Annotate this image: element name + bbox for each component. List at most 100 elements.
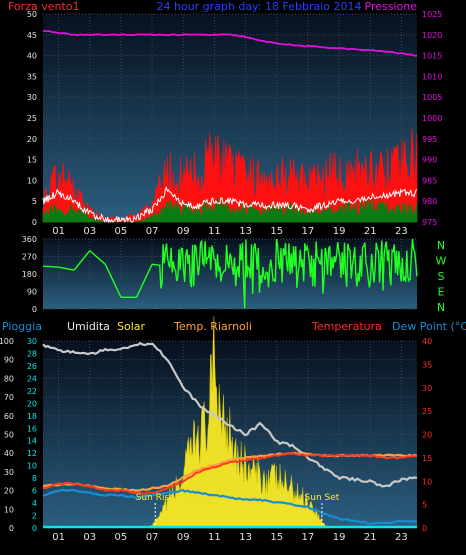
pressure-y-tick-label: 975 (422, 218, 437, 227)
pressure-y-tick-label: 1020 (422, 31, 442, 40)
sunrise-label: Sun Rise (136, 493, 175, 503)
temp-x-tick-label: 21 (364, 532, 377, 543)
humidity-y-tick-label: 80 (4, 374, 14, 383)
temp-y-tick-label: 15 (422, 454, 432, 463)
direction-axes: 0 90 180 270 360 (22, 235, 37, 314)
wind-x-tick-label: 11 (208, 226, 221, 237)
wind-x-tick-label: 13 (239, 226, 252, 237)
rain-y-tick-label: 24 (27, 374, 37, 383)
pressure-y-tick-label: 995 (422, 135, 437, 144)
wind-axes: 01 03 05 07 09 11 13 15 17 19 21 230510152025303540… (27, 10, 443, 237)
direction-y-tick-label: 270 (22, 253, 37, 262)
temp-x-tick-label: 05 (115, 532, 128, 543)
temp-y-tick-label: 5 (422, 501, 427, 510)
temp-y-tick-label: 20 (422, 431, 432, 440)
temp-x-tick-label: 15 (270, 532, 283, 543)
pressure-y-tick-label: 1005 (422, 93, 442, 102)
rain-y-tick-label: 30 (27, 337, 37, 346)
graph-title: 24 hour graph day: 18 Febbraio 2014 (156, 0, 361, 13)
temp-axes: 01 03 05 07 09 11 13 15 17 19 21 230102030405060708… (0, 337, 432, 543)
rain-y-tick-label: 20 (27, 399, 37, 408)
temp-x-tick-label: 17 (302, 532, 315, 543)
wind-marks (42, 30, 418, 224)
temp-y-tick-label: 25 (422, 407, 432, 416)
wind-y-tick-label: 5 (32, 197, 37, 206)
pressure-y-tick-label: 1010 (422, 72, 442, 81)
pressure-y-tick-label: 1015 (422, 52, 442, 61)
direction-y-tick-label: 180 (22, 270, 37, 279)
humidity-y-tick-label: 70 (4, 393, 14, 402)
dew-point-line (42, 488, 418, 525)
temp-y-tick-label: 10 (422, 477, 432, 486)
temp-x-tick-label: 19 (333, 532, 346, 543)
direction-y-tick-label: 90 (27, 288, 37, 297)
wind-y-tick-label: 15 (27, 156, 37, 165)
direction-y-tick-label: 360 (22, 235, 37, 244)
compass-label: E (438, 286, 445, 299)
wind-x-tick-label: 01 (52, 226, 65, 237)
humidity-y-tick-label: 40 (4, 449, 14, 458)
compass-label: N (437, 301, 445, 314)
rain-y-tick-label: 18 (27, 412, 37, 421)
rain-y-tick-label: 26 (27, 362, 37, 371)
wind-y-tick-label: 45 (27, 31, 37, 40)
wind-direction-line (42, 238, 418, 309)
temp-x-tick-label: 23 (395, 532, 408, 543)
temperature-line (42, 451, 418, 495)
rain-y-tick-label: 16 (27, 424, 37, 433)
wind-y-tick-label: 35 (27, 72, 37, 81)
wind-x-tick-label: 21 (364, 226, 377, 237)
pressure-y-tick-label: 985 (422, 176, 437, 185)
temp-x-tick-label: 03 (83, 532, 96, 543)
legend-humidity: Umidita (67, 320, 110, 333)
temp-x-tick-label: 01 (52, 532, 65, 543)
sunset-label: Sun Set (305, 493, 340, 503)
direction-marks (42, 238, 418, 309)
legend-rain: Pioggia (2, 320, 42, 333)
compass-label: S (438, 270, 445, 283)
pressure-axis-label: Pressione (365, 0, 418, 13)
wind-y-tick-label: 20 (27, 135, 37, 144)
humidity-y-tick-label: 0 (9, 524, 14, 533)
rain-y-tick-label: 22 (27, 387, 37, 396)
rain-y-tick-label: 4 (32, 499, 37, 508)
compass-label: W (436, 255, 447, 268)
temp-x-tick-label: 13 (239, 532, 252, 543)
wind-speed-line (42, 186, 418, 224)
humidity-y-tick-label: 10 (4, 505, 14, 514)
wind-x-tick-label: 19 (333, 226, 346, 237)
wind-x-tick-label: 09 (177, 226, 190, 237)
humidity-y-tick-label: 50 (4, 431, 14, 440)
rain-y-tick-label: 6 (32, 487, 37, 496)
wind-x-tick-label: 05 (115, 226, 128, 237)
temp-y-tick-label: 0 (422, 524, 427, 533)
humidity-line (42, 341, 418, 488)
humidity-y-tick-label: 100 (0, 337, 14, 346)
temp-y-tick-label: 35 (422, 360, 432, 369)
temp-marks (42, 316, 418, 529)
wind-gust-series (42, 128, 418, 223)
legend-solar: Solar (117, 320, 146, 333)
legend-heat-index: Temp. Riarnoli (173, 320, 252, 333)
temp-x-tick-label: 07 (146, 532, 159, 543)
temp-x-tick-label: 09 (177, 532, 190, 543)
wind-y-tick-label: 30 (27, 93, 37, 102)
pressure-y-tick-label: 980 (422, 197, 437, 206)
pressure-line (42, 30, 418, 57)
wind-y-tick-label: 0 (32, 218, 37, 227)
wind-x-tick-label: 07 (146, 226, 159, 237)
wind-y-tick-label: 25 (27, 114, 37, 123)
temp-x-tick-label: 11 (208, 532, 221, 543)
pressure-y-tick-label: 990 (422, 156, 437, 165)
humidity-y-tick-label: 60 (4, 412, 14, 421)
wind-x-tick-label: 23 (395, 226, 408, 237)
wind-x-tick-label: 03 (83, 226, 96, 237)
compass-label: N (437, 239, 445, 252)
humidity-y-tick-label: 20 (4, 487, 14, 496)
wind-axis-label: Forza vento1 (8, 0, 80, 13)
rain-y-tick-label: 14 (27, 437, 37, 446)
rain-y-tick-label: 0 (32, 524, 37, 533)
humidity-y-tick-label: 30 (4, 468, 14, 477)
